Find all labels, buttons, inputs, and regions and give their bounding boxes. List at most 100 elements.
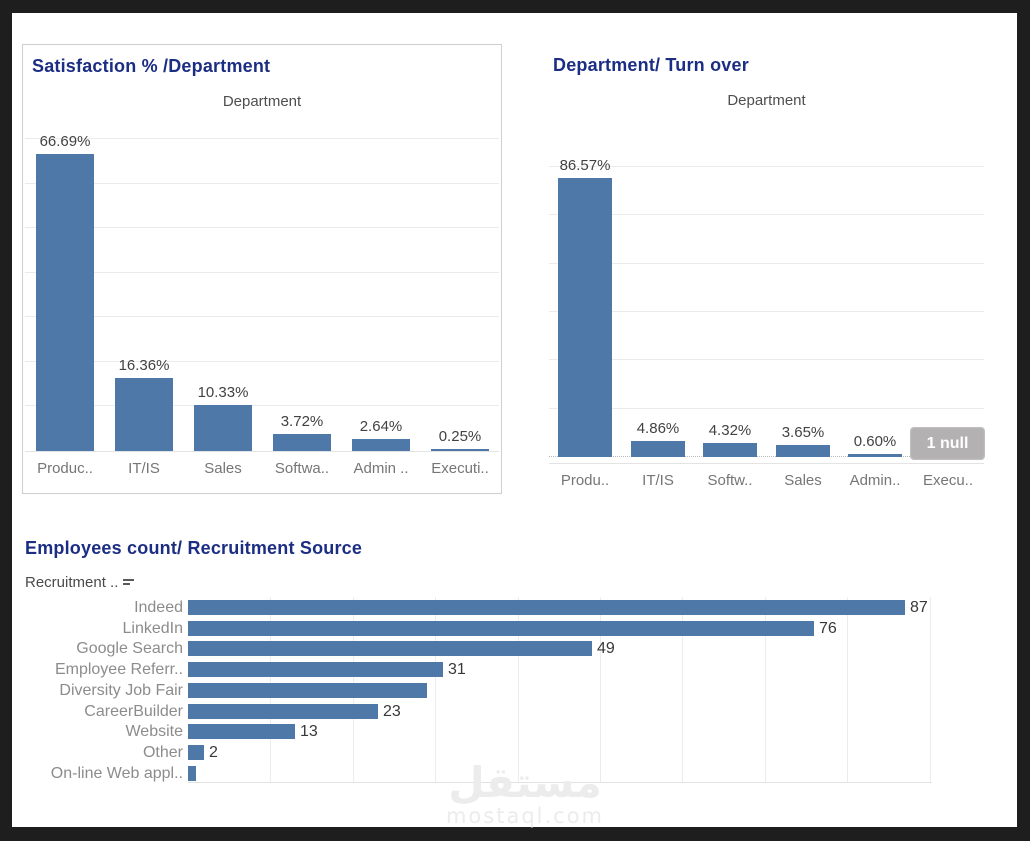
- bar-diversity-job-fair[interactable]: [188, 683, 427, 698]
- row-label-indeed[interactable]: Indeed: [134, 599, 183, 616]
- gridline: [549, 359, 984, 360]
- gridline: [549, 166, 984, 167]
- value-label: 49: [597, 640, 615, 657]
- value-label: 16.36%: [118, 357, 170, 374]
- bar-employee-referr[interactable]: [188, 662, 443, 677]
- value-label: 87: [910, 599, 928, 616]
- category-label-it-is[interactable]: IT/IS: [642, 472, 674, 489]
- bar-softw[interactable]: [703, 443, 757, 457]
- gridline: [25, 361, 499, 362]
- row-label-on-line-web-appl[interactable]: On-line Web appl..: [50, 765, 183, 782]
- gridline: [25, 405, 499, 406]
- bar-on-line-web-appl[interactable]: [188, 766, 196, 781]
- dashboard-canvas: Satisfaction % /Department Department 66…: [12, 13, 1017, 827]
- category-label-sales[interactable]: Sales: [784, 472, 822, 489]
- sort-descending-icon[interactable]: [123, 577, 135, 587]
- value-label: 2: [209, 744, 218, 761]
- row-label-linkedin[interactable]: LinkedIn: [122, 620, 184, 637]
- value-label: 31: [448, 661, 466, 678]
- row-label-google-search[interactable]: Google Search: [76, 640, 183, 657]
- gridline: [25, 272, 499, 273]
- category-label-admin[interactable]: Admin ..: [353, 460, 409, 477]
- recruitment-row-header: Recruitment ..: [25, 574, 135, 591]
- gridline: [930, 597, 931, 783]
- gridline: [435, 597, 436, 783]
- bar-indeed[interactable]: [188, 600, 905, 615]
- recruitment-chart-title: Employees count/ Recruitment Source: [25, 538, 363, 558]
- value-label: 10.33%: [197, 384, 249, 401]
- gridline: [25, 183, 499, 184]
- category-label-softw[interactable]: Softw..: [707, 472, 753, 489]
- bar-linkedin[interactable]: [188, 621, 814, 636]
- row-label-diversity-job-fair[interactable]: Diversity Job Fair: [59, 682, 183, 699]
- gridline: [600, 597, 601, 783]
- value-label: 4.32%: [708, 422, 752, 439]
- bar-produc[interactable]: [36, 154, 94, 451]
- turnover-plot-area: 86.57% 4.86% 4.32% 3.65% 0.60% 1 null Produ.. I…: [549, 157, 985, 489]
- value-label: 0.60%: [853, 433, 897, 450]
- bar-executi[interactable]: [431, 449, 489, 451]
- satisfaction-plot-area: 66.69% 16.36% 10.33% 3.72% 2.64% 0.25% Produc.…: [25, 133, 499, 477]
- value-label: 23: [383, 703, 401, 720]
- value-label: 2.64%: [359, 418, 403, 435]
- gridline: [25, 227, 499, 228]
- value-label: 66.69%: [39, 133, 91, 150]
- bar-softwa[interactable]: [273, 434, 331, 451]
- value-label: 86.57%: [559, 157, 611, 174]
- bar-it-is[interactable]: [631, 441, 685, 457]
- gridline: [549, 263, 984, 264]
- bar-careerbuilder[interactable]: [188, 704, 378, 719]
- satisfaction-chart-panel: Satisfaction % /Department Department 66…: [22, 44, 502, 494]
- category-label-softwa[interactable]: Softwa..: [274, 460, 330, 477]
- bar-it-is[interactable]: [115, 378, 173, 451]
- bar-admin[interactable]: [352, 439, 410, 451]
- gridline: [518, 597, 519, 783]
- value-label: 76: [819, 620, 837, 637]
- satisfaction-x-axis-title: Department: [222, 93, 302, 110]
- turnover-chart-title: Department/ Turn over: [553, 55, 749, 75]
- category-label-sales[interactable]: Sales: [204, 460, 242, 477]
- row-label-website[interactable]: Website: [125, 723, 183, 740]
- recruitment-plot-area: 87 76 49 31 23 13 2 Indeed LinkedIn Google Search…: [20, 597, 944, 783]
- value-label: 0.25%: [438, 428, 482, 445]
- recruitment-chart-panel: Employees count/ Recruitment Source Recr…: [20, 530, 980, 810]
- bar-sales[interactable]: [776, 445, 830, 457]
- value-label: 3.72%: [280, 413, 324, 430]
- gridline: [765, 597, 766, 783]
- category-label-it-is[interactable]: IT/IS: [128, 460, 160, 477]
- value-label: 4.86%: [636, 420, 680, 437]
- recruitment-field-label: Recruitment ..: [25, 574, 119, 591]
- value-label: 3.65%: [781, 424, 825, 441]
- category-label-admin[interactable]: Admin..: [849, 472, 901, 489]
- satisfaction-chart-title: Satisfaction % /Department: [32, 56, 271, 76]
- category-label-execu[interactable]: Execu..: [922, 472, 974, 489]
- null-indicator-badge[interactable]: 1 null: [910, 427, 985, 460]
- bar-website[interactable]: [188, 724, 295, 739]
- category-label-produ[interactable]: Produ..: [560, 472, 610, 489]
- bars-area: 87 76 49 31 23 13 2: [188, 597, 932, 783]
- row-label-careerbuilder[interactable]: CareerBuilder: [84, 703, 183, 720]
- gridline: [549, 311, 984, 312]
- bar-produ[interactable]: [558, 178, 612, 457]
- turnover-chart-panel: Department/ Turn over Department 86.57% 4…: [540, 44, 1012, 492]
- gridline: [549, 214, 984, 215]
- row-label-employee-referr[interactable]: Employee Referr..: [54, 661, 183, 678]
- category-label-executi[interactable]: Executi..: [431, 460, 489, 477]
- bar-other[interactable]: [188, 745, 204, 760]
- gridline: [847, 597, 848, 783]
- gridline: [25, 316, 499, 317]
- row-label-other[interactable]: Other: [142, 744, 183, 761]
- bar-admin[interactable]: [848, 454, 902, 457]
- x-axis-labels: Produ.. IT/IS Softw.. Sales Admin.. Execu..: [549, 463, 984, 489]
- turnover-x-axis-title: Department: [727, 92, 806, 109]
- bar-sales[interactable]: [194, 405, 252, 451]
- gridline: [549, 408, 984, 409]
- axis-line: [188, 782, 932, 783]
- zero-axis-line: [549, 456, 984, 457]
- bar-google-search[interactable]: [188, 641, 592, 656]
- gridline: [25, 138, 499, 139]
- category-label-produc[interactable]: Produc..: [37, 460, 93, 477]
- x-axis-labels: Produc.. IT/IS Sales Softwa.. Admin .. Execut…: [25, 451, 499, 477]
- value-label: 13: [300, 723, 318, 740]
- gridline: [682, 597, 683, 783]
